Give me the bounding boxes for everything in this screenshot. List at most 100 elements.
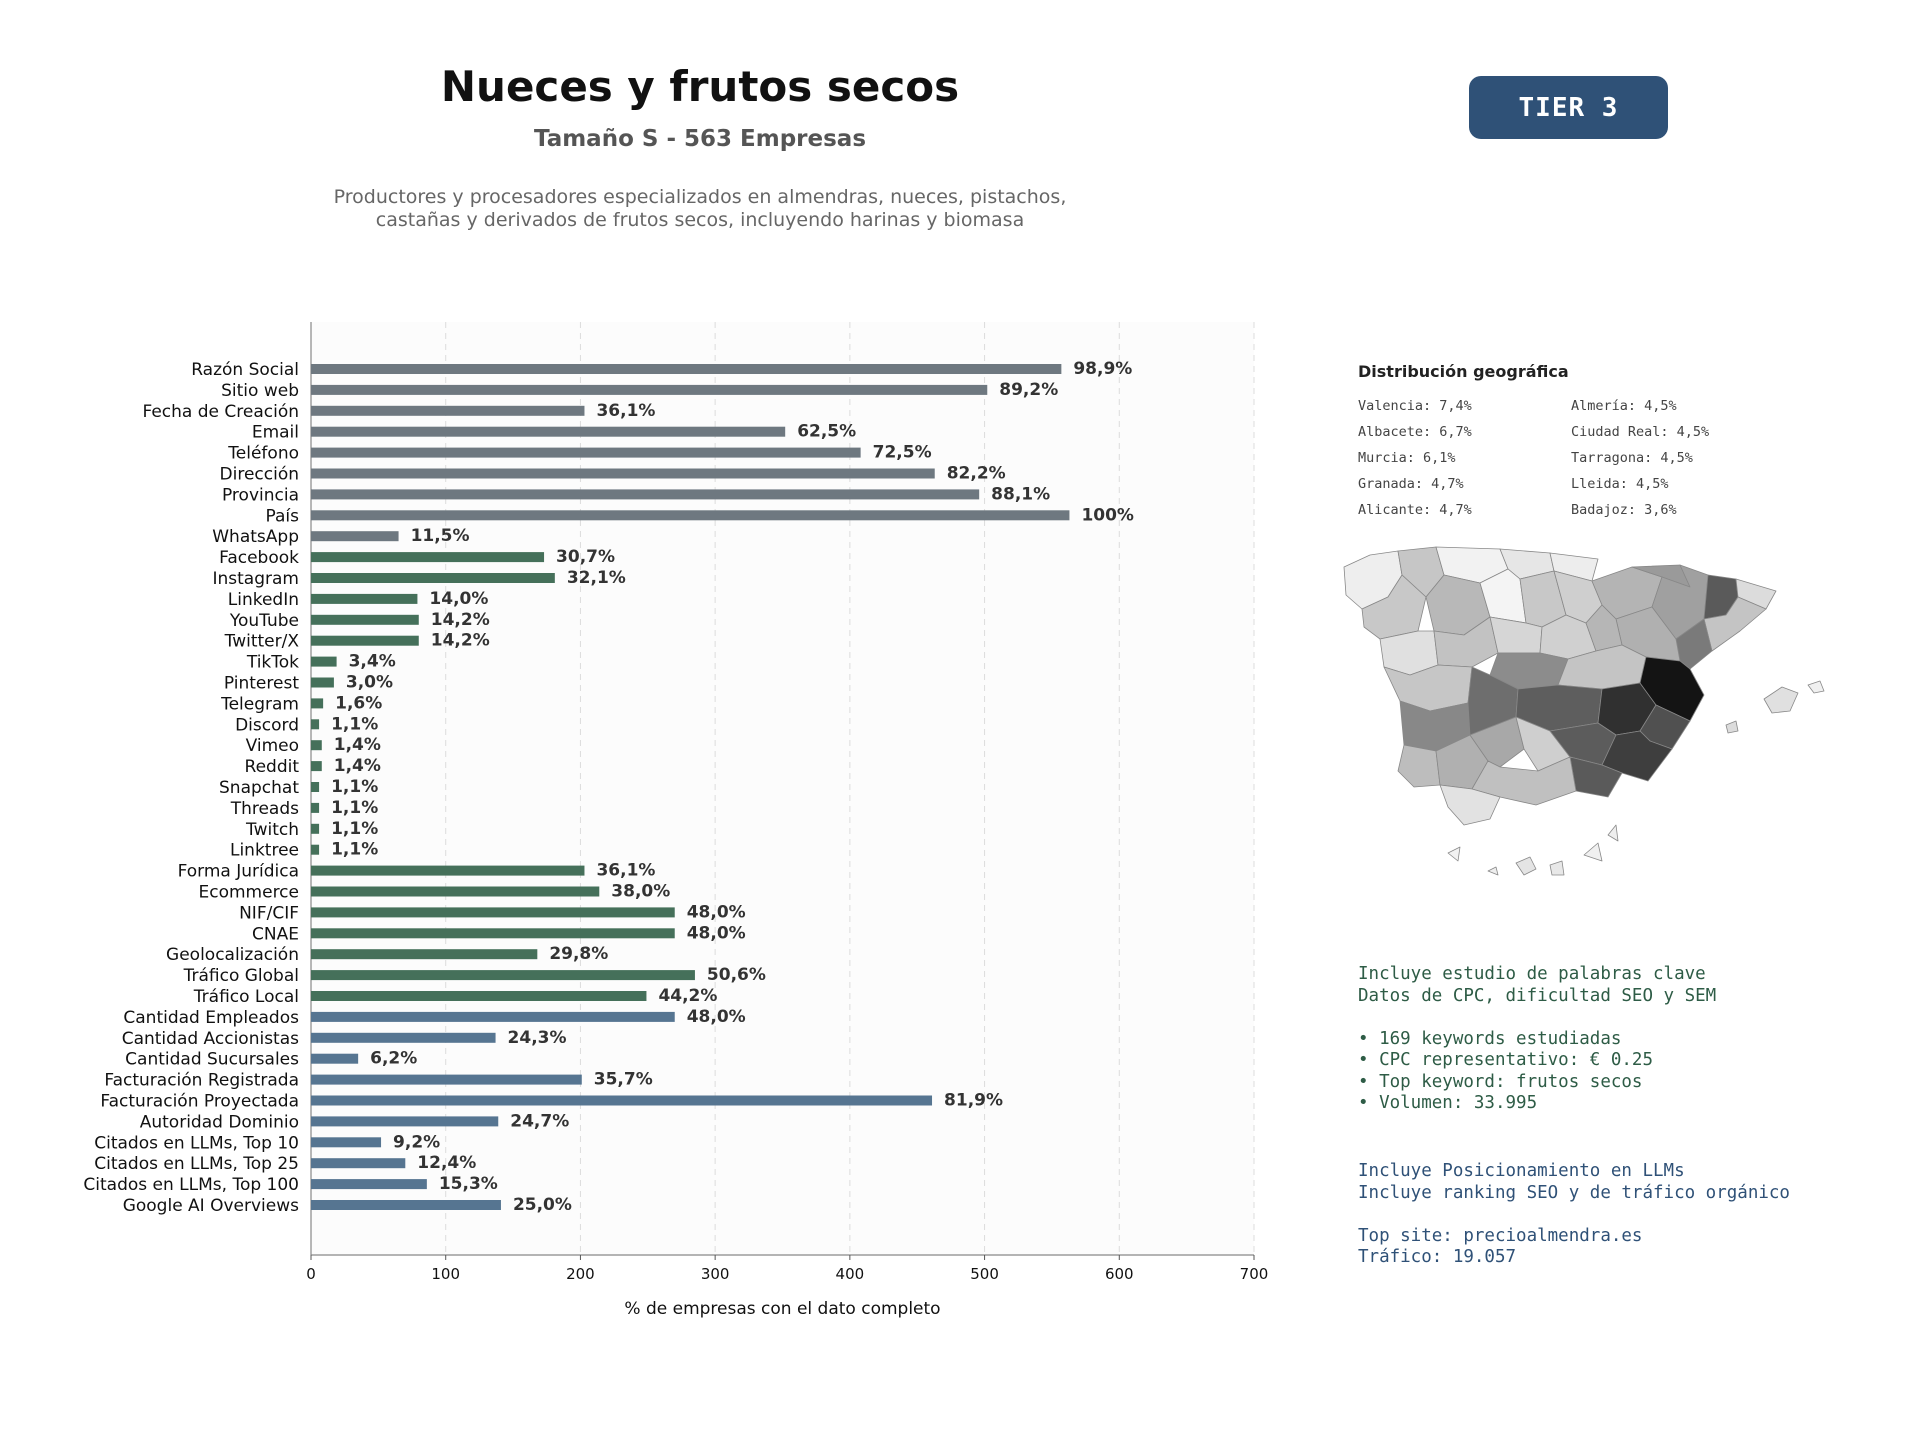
bar (311, 1179, 427, 1190)
value-label: 29,8% (549, 944, 608, 964)
value-label: 15,3% (439, 1174, 498, 1194)
map-region (1383, 664, 1473, 712)
category-label: Linktree (230, 841, 299, 861)
value-label: 48,0% (687, 1007, 746, 1027)
bar (311, 489, 980, 500)
value-label: 9,2% (393, 1132, 440, 1152)
bar (311, 1032, 496, 1043)
category-label: Forma Jurídica (178, 862, 299, 882)
value-label: 48,0% (687, 902, 746, 922)
category-label: Email (252, 423, 299, 443)
value-label: 1,1% (331, 819, 378, 839)
map-region (1583, 842, 1603, 862)
map-region (1397, 744, 1441, 788)
category-label: Cantidad Accionistas (122, 1029, 299, 1049)
category-label: Razón Social (191, 360, 299, 380)
bar (311, 1158, 406, 1169)
bar (311, 1053, 359, 1064)
category-label: Discord (235, 715, 299, 735)
value-label: 1,1% (331, 840, 378, 860)
bar (311, 614, 419, 625)
value-label: 36,1% (596, 401, 655, 421)
llm-line-1: Incluye Posicionamiento en LLMs (1358, 1161, 1685, 1181)
category-label: CNAE (252, 924, 299, 944)
value-label: 1,4% (334, 735, 381, 755)
bar (311, 426, 786, 437)
x-tick-label: 500 (970, 1265, 999, 1283)
value-label: 24,7% (510, 1111, 569, 1131)
map-region (1607, 824, 1619, 842)
bar (311, 1137, 382, 1148)
category-label: Tráfico Local (193, 987, 299, 1007)
category-label: Telegram (220, 694, 299, 714)
value-label: 48,0% (687, 923, 746, 943)
value-label: 1,1% (331, 714, 378, 734)
x-tick-label: 700 (1240, 1265, 1269, 1283)
category-label: Sitio web (221, 381, 299, 401)
value-label: 81,9% (944, 1091, 1003, 1111)
category-label: Facturación Proyectada (100, 1092, 299, 1112)
category-label: Vimeo (246, 736, 299, 756)
bar (311, 510, 1070, 521)
value-label: 14,2% (431, 610, 490, 630)
value-label: 1,1% (331, 798, 378, 818)
value-label: 89,2% (999, 380, 1058, 400)
category-label: Twitch (245, 820, 299, 840)
value-label: 50,6% (707, 965, 766, 985)
bar (311, 573, 555, 583)
bar (311, 991, 647, 1001)
geo-item: Valencia: 7,4% (1358, 398, 1472, 414)
map-region (1447, 846, 1461, 862)
value-label: 3,4% (349, 652, 396, 672)
value-label: 24,3% (508, 1028, 567, 1048)
value-label: 1,6% (335, 693, 382, 713)
x-tick-label: 300 (701, 1265, 730, 1283)
seo-info: Incluye estudio de palabras clave Datos … (1358, 964, 1716, 1115)
x-tick-label: 0 (306, 1265, 316, 1283)
top-site: Top site: precioalmendra.es (1358, 1225, 1643, 1246)
map-region (1807, 680, 1825, 694)
category-label: Snapchat (219, 778, 299, 798)
map-region (1763, 686, 1799, 714)
category-label: WhatsApp (212, 527, 299, 547)
value-label: 3,0% (346, 673, 393, 693)
seo-bullet: • CPC representativo: € 0.25 (1358, 1050, 1654, 1070)
x-tick-label: 600 (1105, 1265, 1134, 1283)
map-region (1585, 604, 1623, 652)
map-region (1725, 720, 1739, 734)
bar (311, 970, 695, 981)
category-label: Citados en LLMs, Top 10 (94, 1133, 299, 1153)
bar (311, 635, 419, 646)
sector-description: Productores y procesadores especializado… (333, 186, 1067, 231)
llm-line-2: Incluye ranking SEO y de tráfico orgánic… (1358, 1182, 1790, 1203)
bar-chart: 0 100 200 300 400 500 600 700 % de empresas con … (83, 322, 1269, 1319)
category-label: Facebook (219, 548, 299, 568)
value-label: 14,2% (431, 631, 490, 651)
category-label: Fecha de Creación (142, 402, 299, 422)
category-label: LinkedIn (228, 590, 299, 610)
bar (311, 886, 600, 897)
bar (311, 1200, 501, 1210)
category-label: Twitter/X (224, 632, 300, 652)
bar (311, 531, 399, 542)
category-label: Autoridad Dominio (140, 1112, 299, 1132)
map-region (1515, 856, 1537, 876)
bar (311, 761, 322, 772)
chart-title: Nueces y frutos secos (440, 62, 960, 111)
seo-line-1: Incluye estudio de palabras clave (1358, 964, 1706, 984)
value-label: 30,7% (556, 547, 615, 567)
bar (311, 552, 545, 563)
bar (311, 447, 861, 458)
geo-item: Almería: 4,5% (1571, 398, 1677, 414)
category-label: Instagram (213, 569, 300, 589)
bar (311, 656, 337, 667)
value-label: 1,4% (334, 756, 381, 776)
seo-bullet: • 169 keywords estudiadas (1358, 1028, 1622, 1049)
tier-badge: TIER 3 (1469, 76, 1668, 139)
geo-item: Alicante: 4,7% (1358, 502, 1472, 518)
category-label: Geolocalización (166, 945, 299, 965)
category-label: Reddit (245, 757, 300, 777)
bar (311, 907, 675, 918)
category-label: Cantidad Sucursales (125, 1050, 299, 1070)
map-region (1549, 860, 1565, 876)
